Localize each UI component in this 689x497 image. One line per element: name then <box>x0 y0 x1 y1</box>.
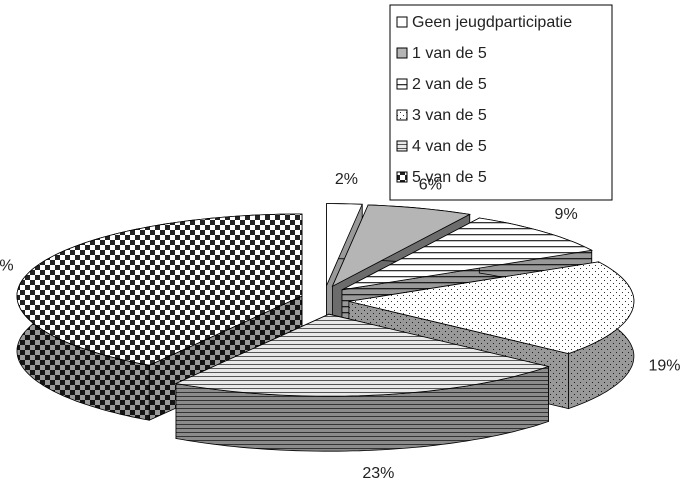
data-label: 19% <box>648 358 680 375</box>
legend-swatch <box>396 78 408 90</box>
slice <box>174 313 550 452</box>
data-label: 2% <box>335 171 358 188</box>
legend-label: 5 van de 5 <box>412 169 487 186</box>
data-label: 6% <box>419 177 442 194</box>
slice <box>16 213 303 421</box>
legend-swatch <box>396 109 408 121</box>
slice-top <box>174 313 550 397</box>
legend-swatch <box>396 140 408 152</box>
data-label: 23% <box>362 465 394 482</box>
legend-box <box>389 4 613 201</box>
legend-swatch <box>396 47 408 59</box>
legend-label: 4 van de 5 <box>412 138 487 155</box>
data-label: 41% <box>0 258 14 275</box>
legend-swatch <box>396 16 408 28</box>
legend-label: 3 van de 5 <box>412 107 487 124</box>
slice-top <box>341 217 593 291</box>
legend-label: 2 van de 5 <box>412 76 487 93</box>
legend-label: 1 van de 5 <box>412 45 487 62</box>
legend-label: Geen jeugdparticipatie <box>412 14 572 31</box>
slice-top <box>326 203 363 286</box>
data-label: 9% <box>555 206 578 223</box>
slice-top <box>16 213 303 366</box>
slice-top <box>331 204 471 288</box>
slice-top <box>348 261 635 355</box>
legend-swatch <box>396 171 408 183</box>
